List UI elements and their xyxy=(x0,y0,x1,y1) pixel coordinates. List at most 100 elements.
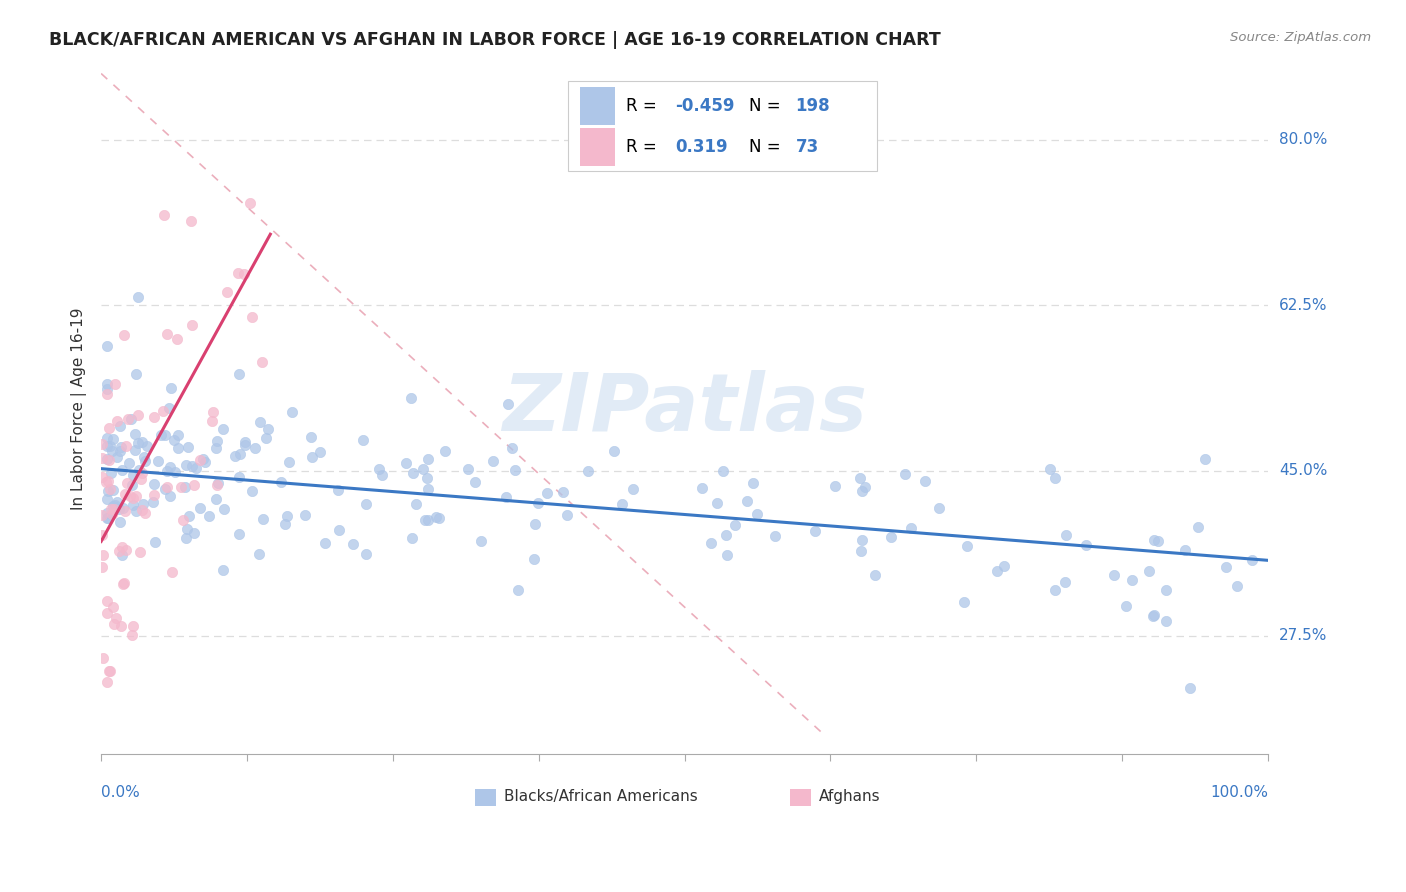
Point xyxy=(107,544,129,558)
Point xyxy=(914,474,936,488)
Point xyxy=(136,439,159,453)
Point xyxy=(204,491,226,506)
Point xyxy=(96,510,118,524)
Bar xyxy=(568,81,877,171)
Point xyxy=(900,521,922,535)
Point xyxy=(1143,533,1166,548)
Point xyxy=(159,381,181,395)
Text: 62.5%: 62.5% xyxy=(1279,298,1327,312)
Point xyxy=(194,455,217,469)
Point xyxy=(853,480,876,494)
Point xyxy=(91,450,114,465)
Text: 45.0%: 45.0% xyxy=(1279,463,1327,478)
Point xyxy=(621,483,644,497)
Bar xyxy=(579,128,614,166)
Text: 73: 73 xyxy=(796,137,818,156)
Point xyxy=(233,435,256,450)
Point xyxy=(146,453,169,467)
Point xyxy=(96,339,118,353)
Point xyxy=(125,504,148,518)
Point xyxy=(112,576,135,591)
Point xyxy=(142,410,165,425)
Point xyxy=(1143,608,1166,623)
Point xyxy=(399,391,422,405)
Point xyxy=(180,213,202,227)
Point xyxy=(131,497,153,511)
Point xyxy=(142,488,165,502)
Point xyxy=(224,449,246,463)
Point xyxy=(1102,568,1125,582)
Point xyxy=(97,475,120,489)
Point xyxy=(228,368,250,382)
Point xyxy=(101,444,124,458)
Point xyxy=(111,548,134,562)
Point xyxy=(101,499,124,513)
Point xyxy=(742,475,765,490)
Point xyxy=(1241,553,1264,567)
Point xyxy=(603,444,626,458)
Point xyxy=(880,530,903,544)
Point xyxy=(108,419,131,434)
Point xyxy=(96,475,118,489)
Point xyxy=(91,560,114,574)
Point xyxy=(416,471,439,485)
Point xyxy=(97,664,120,678)
Point xyxy=(233,438,256,452)
Point xyxy=(956,539,979,553)
Point xyxy=(114,487,136,501)
Point xyxy=(501,441,523,455)
Point xyxy=(111,541,134,555)
Point xyxy=(367,461,389,475)
Point xyxy=(354,497,377,511)
Point xyxy=(212,502,235,516)
Point xyxy=(97,484,120,499)
Point xyxy=(129,545,152,559)
Point xyxy=(207,475,229,490)
Point xyxy=(482,454,505,468)
Point xyxy=(371,468,394,483)
Text: BLACK/AFRICAN AMERICAN VS AFGHAN IN LABOR FORCE | AGE 16-19 CORRELATION CHART: BLACK/AFRICAN AMERICAN VS AFGHAN IN LABO… xyxy=(49,31,941,49)
Point xyxy=(112,328,135,343)
Point xyxy=(1142,609,1164,624)
Point xyxy=(143,534,166,549)
Point xyxy=(122,467,145,482)
Point xyxy=(849,471,872,485)
Point xyxy=(576,464,599,478)
Point xyxy=(167,441,190,455)
Point xyxy=(103,502,125,516)
Point xyxy=(714,528,737,542)
Point xyxy=(803,524,825,538)
Point xyxy=(96,675,118,690)
Point xyxy=(104,377,127,392)
Point xyxy=(156,480,179,494)
Point xyxy=(495,490,517,504)
Point xyxy=(134,454,156,468)
Point xyxy=(96,382,118,396)
Point xyxy=(526,496,548,510)
Point xyxy=(128,462,150,476)
Point xyxy=(524,517,547,532)
Point xyxy=(706,496,728,510)
Point xyxy=(229,447,252,461)
Text: 80.0%: 80.0% xyxy=(1279,132,1327,147)
Point xyxy=(163,433,186,447)
Point xyxy=(174,531,197,545)
Point xyxy=(496,397,519,411)
Text: 0.0%: 0.0% xyxy=(101,785,139,800)
Point xyxy=(416,513,439,527)
Point xyxy=(851,483,873,498)
Point xyxy=(851,544,873,558)
Point xyxy=(212,563,235,577)
Point xyxy=(201,414,224,428)
Point xyxy=(352,433,374,447)
Point xyxy=(152,403,174,417)
Point xyxy=(356,547,378,561)
Point xyxy=(115,439,138,453)
Point xyxy=(181,318,204,332)
Point xyxy=(125,367,148,381)
Point xyxy=(1174,543,1197,558)
Point xyxy=(190,500,212,515)
Point xyxy=(763,529,786,543)
Point xyxy=(160,565,183,579)
Point xyxy=(405,496,427,510)
